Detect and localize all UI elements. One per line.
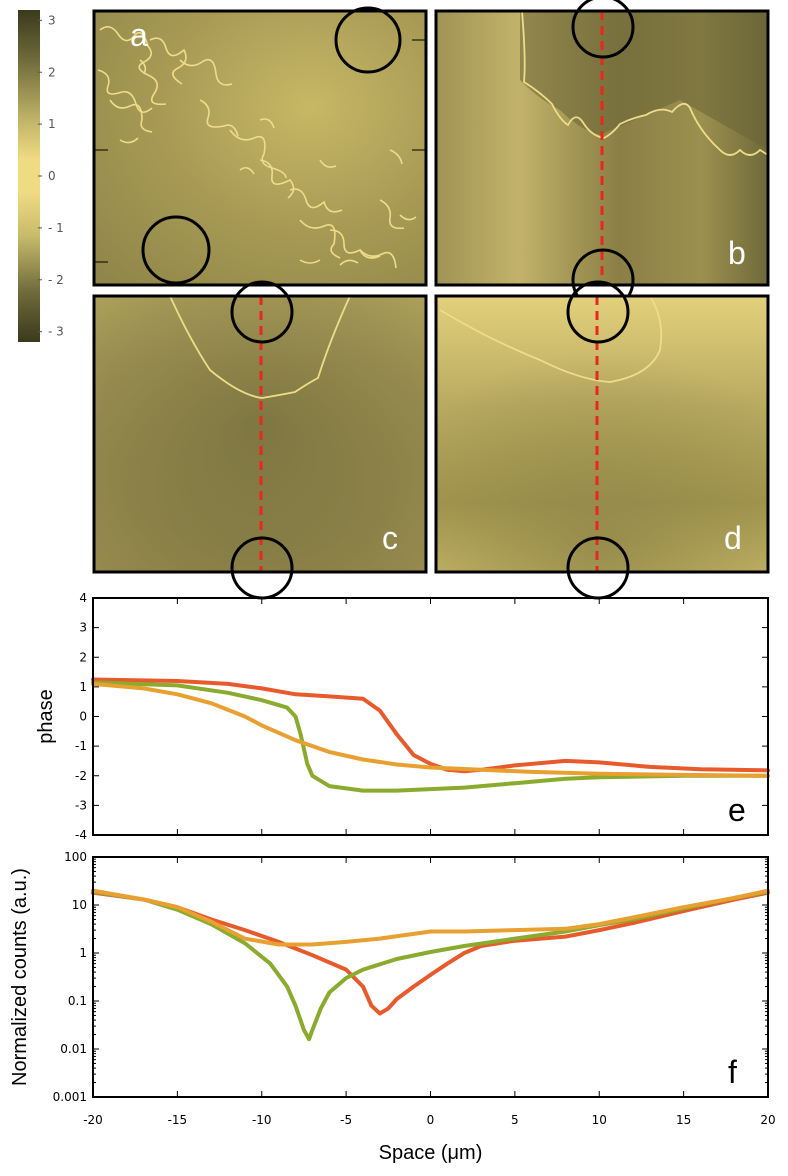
colorbar-tick-label: - 1 [48, 221, 64, 235]
panel-label-b: b [728, 235, 746, 271]
colorbar-tick-label: 1 [48, 117, 56, 131]
map-panel-b: b [434, 0, 770, 312]
x-tick-label: 10 [592, 1113, 607, 1127]
series-red-line [91, 890, 770, 1016]
marker-circle-a-top-right [334, 6, 402, 74]
y-tick-label: 1 [79, 946, 87, 960]
y-tick-label: -4 [75, 828, 87, 842]
panel-label-a: a [130, 17, 148, 53]
x-tick-label: 15 [676, 1113, 691, 1127]
colorbar: 3 2 1 0 - 1 - 2 - 3 [18, 10, 64, 342]
phase-wrap-contour-d [439, 296, 663, 383]
colorbar-tick-label: 3 [48, 13, 56, 27]
y-tick-label: 2 [79, 650, 87, 664]
y-tick-label: -3 [75, 798, 87, 812]
y-tick-label: -2 [75, 769, 87, 783]
y-tick-label: 1 [79, 680, 87, 694]
y-tick-label: -1 [75, 739, 87, 753]
colorbar-tick-label: 0 [48, 169, 56, 183]
colorbar-tick-label: 2 [48, 65, 56, 79]
panel-label-d: d [724, 520, 742, 556]
marker-circle-a-bottom-left [141, 215, 211, 285]
phase-chart: 4 3 2 1 0 -1 -2 -3 -4 e phase [35, 591, 770, 842]
panel-label-e: e [728, 792, 746, 828]
marker-circle-c-top [230, 280, 294, 344]
y-tick-label: 100 [64, 850, 87, 864]
x-tick-label: -20 [83, 1113, 103, 1127]
plot-frame [92, 597, 769, 836]
panel-label-f: f [728, 1054, 737, 1090]
marker-circle-d-top [566, 280, 630, 344]
x-tick-label: -10 [252, 1113, 272, 1127]
y-tick-label: 3 [79, 621, 87, 635]
series-orange-line [91, 681, 770, 778]
y-axis-title: Normalized counts (a.u.) [9, 868, 31, 1086]
y-tick-label: 0.01 [60, 1042, 87, 1056]
series-green-line [91, 680, 770, 793]
phase-wrap-contour-c [169, 296, 351, 399]
map-panel-a: a [92, 6, 428, 287]
y-axis-title: phase [35, 689, 57, 744]
plot-frame [92, 856, 769, 1098]
y-tick-label: 0 [79, 710, 87, 724]
counts-chart: 100 10 1 0.1 0.01 0.001 -20 -15 -10 -5 0 5 10 15 20 f No… [9, 850, 776, 1164]
y-tick-label: 0.1 [68, 994, 87, 1008]
x-tick-label: 0 [427, 1113, 435, 1127]
colorbar-ticks: 3 2 1 0 - 1 - 2 - 3 [38, 13, 64, 339]
x-tick-label: -5 [340, 1113, 352, 1127]
phase-wrap-contours-a [97, 26, 417, 269]
x-axis-title: Space (μm) [379, 1142, 483, 1164]
panel-label-c: c [382, 520, 398, 556]
series-red-line [91, 677, 770, 774]
map-panel-c: c [92, 280, 428, 600]
colorbar-gradient [18, 10, 40, 342]
map-panel-d: d [434, 280, 770, 600]
colorbar-tick-label: - 2 [48, 273, 64, 287]
x-tick-label: 20 [760, 1113, 775, 1127]
colorbar-tick-label: - 3 [48, 325, 64, 339]
marker-circle-b-top [571, 0, 635, 59]
y-tick-label: 0.001 [53, 1090, 87, 1104]
series-orange-line [91, 888, 770, 947]
y-tick-label: 10 [72, 898, 87, 912]
x-tick-label: 5 [511, 1113, 519, 1127]
x-tick-label: -15 [168, 1113, 188, 1127]
phase-wrap-contour-b [521, 11, 768, 156]
y-tick-label: 4 [79, 591, 87, 605]
